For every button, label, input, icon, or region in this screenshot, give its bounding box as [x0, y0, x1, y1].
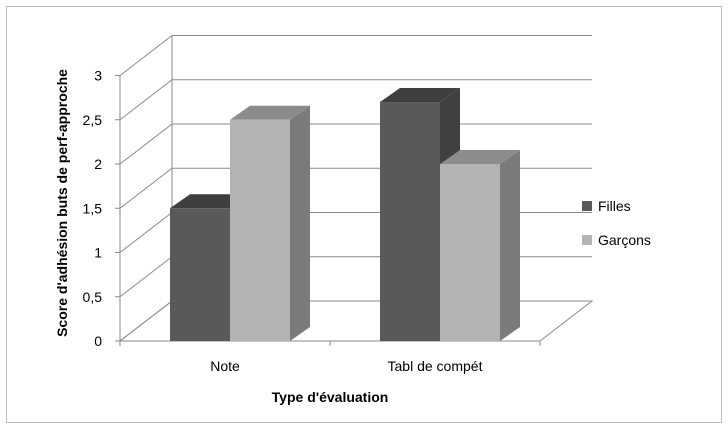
bar-side — [290, 105, 310, 341]
y-tick-label: 0 — [94, 333, 102, 349]
x-tick-label: Note — [210, 358, 240, 374]
chart-frame — [6, 6, 722, 423]
legend-label-filles: Filles — [598, 198, 631, 214]
bar-front — [440, 164, 500, 341]
bar-garcons-note — [230, 105, 310, 341]
gridline — [119, 123, 592, 165]
bar-top — [230, 105, 310, 120]
y-axis-title: Score d'adhésion buts de perf-approche — [54, 69, 70, 337]
y-tick-label: 2 — [94, 156, 102, 172]
x-axis-title: Type d'évaluation — [272, 389, 389, 405]
x-tick-labels: Note Tabl de compét — [210, 358, 482, 374]
gridline — [119, 79, 592, 121]
legend: Filles Garçons — [582, 198, 651, 248]
y-tick-label: 1 — [94, 245, 102, 261]
legend-swatch-filles — [582, 201, 592, 211]
y-tick-label: 3 — [94, 68, 102, 84]
bar-top — [440, 150, 520, 164]
y-tick-label: 0,5 — [83, 289, 103, 305]
bar-side — [500, 150, 520, 341]
bars — [170, 88, 520, 341]
legend-label-garcons: Garçons — [598, 232, 651, 248]
y-tick-label: 1,5 — [83, 200, 103, 216]
y-tick-label: 2,5 — [83, 112, 103, 128]
bar-front — [170, 208, 230, 341]
bar-garcons-tabl-de-compet — [440, 150, 520, 341]
legend-swatch-garcons — [582, 235, 592, 245]
bar-front — [380, 102, 440, 341]
x-tick-label: Tabl de compét — [388, 358, 483, 374]
gridline — [119, 35, 592, 76]
bar-top — [380, 88, 460, 103]
y-tick-labels: 0 0,5 1 1,5 2 2,5 3 — [83, 68, 103, 350]
bar-front — [230, 119, 290, 341]
